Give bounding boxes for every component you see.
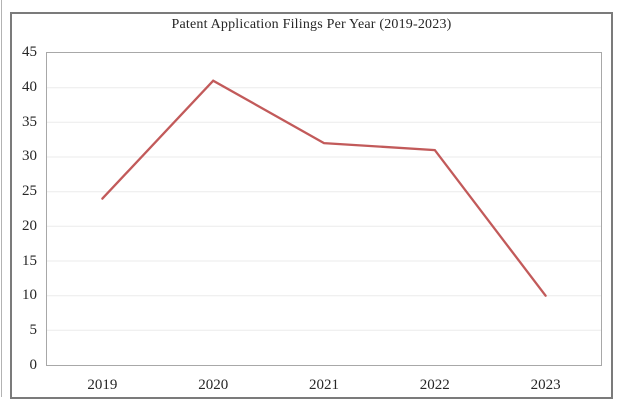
y-tick-label: 10	[22, 287, 37, 304]
y-tick-label: 35	[22, 113, 37, 130]
y-tick-label: 5	[29, 322, 38, 339]
y-tick-label: 25	[22, 183, 37, 200]
y-tick-label: 0	[29, 357, 38, 373]
y-tick-label: 15	[22, 252, 37, 269]
x-tick-label: 2023	[530, 377, 561, 393]
line-chart-svg	[47, 79, 601, 331]
y-tick-label: 40	[22, 78, 37, 95]
x-tick-label: 2021	[309, 377, 339, 393]
data-line	[101, 79, 547, 297]
y-tick-label: 45	[22, 44, 37, 60]
x-tick-label: 2020	[198, 377, 229, 393]
x-tick-label: 2022	[419, 377, 450, 393]
y-tick-label: 30	[22, 148, 37, 165]
x-axis-labels: 2019 2020 2021 2022 2023	[47, 377, 601, 395]
page-edge-line	[1, 0, 2, 397]
y-tick-label: 20	[22, 217, 37, 234]
x-tick-label: 2019	[87, 377, 118, 393]
chart-title: Patent Application Filings Per Year (201…	[171, 17, 452, 32]
y-axis-labels: 0 5 10 15 20 25 30 35 40 45	[0, 44, 38, 373]
plot-area	[46, 52, 602, 366]
